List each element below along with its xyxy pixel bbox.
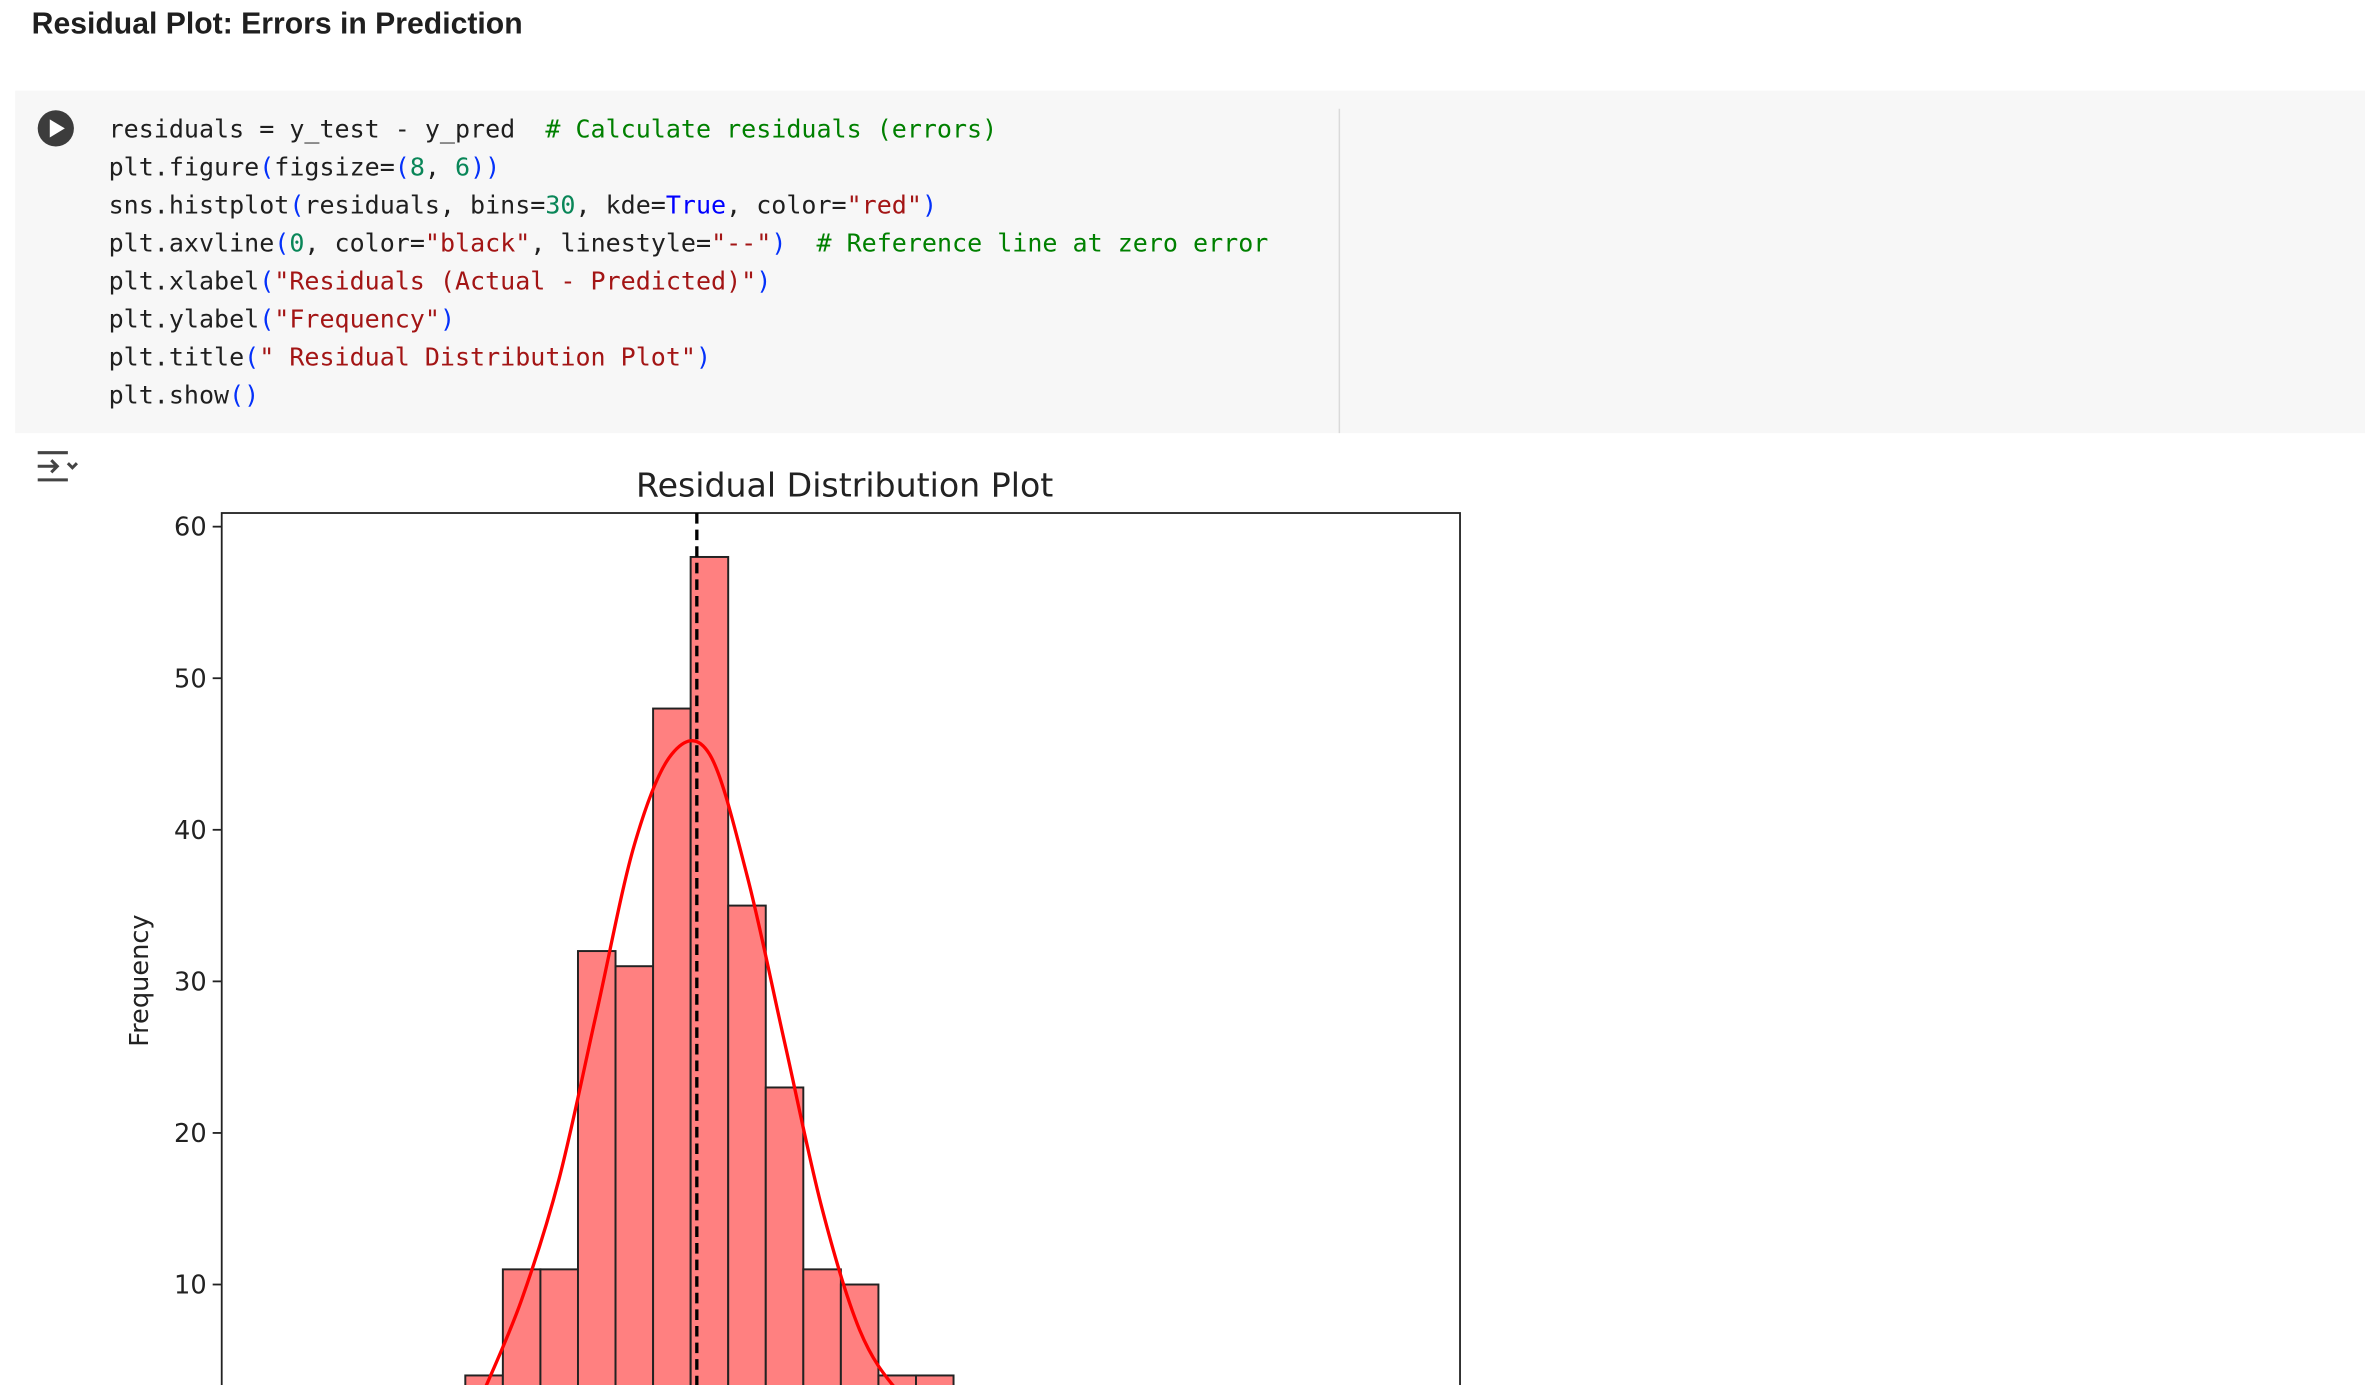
code-token: )) — [470, 152, 500, 181]
code-line: residuals = y_test - y_pred # Calculate … — [109, 114, 998, 143]
code-token: "Residuals (Actual - Predicted)" — [274, 266, 756, 295]
code-token: plt.show — [109, 381, 230, 410]
code-token: # Calculate residuals (errors) — [545, 114, 997, 143]
code-token: figsize= — [274, 152, 394, 181]
code-token: ( — [259, 304, 274, 333]
y-axis-label: Frequency — [125, 914, 155, 1046]
code-token: ) — [756, 266, 771, 295]
code-token: plt.xlabel — [109, 266, 260, 295]
code-token: residuals = y_test - y_pred — [109, 114, 546, 143]
y-tick-label: 40 — [174, 816, 207, 846]
output-toggle[interactable] — [37, 451, 78, 482]
code-line: plt.axvline(0, color="black", linestyle=… — [109, 228, 1269, 257]
code-token: plt.figure — [109, 152, 260, 181]
bar — [614, 965, 655, 1385]
code-line: plt.ylabel("Frequency") — [109, 304, 455, 333]
code-token: , kde= — [576, 190, 666, 219]
code-token: ( — [289, 190, 304, 219]
y-tick-label: 10 — [174, 1271, 207, 1301]
code-token: 0 — [289, 228, 304, 257]
code-token: ) — [771, 228, 786, 257]
code-token: 8 — [410, 152, 425, 181]
code-lines: residuals = y_test - y_pred # Calculate … — [109, 114, 1269, 409]
code-line: sns.histplot(residuals, bins=30, kde=Tru… — [109, 190, 937, 219]
code-token: 6 — [455, 152, 470, 181]
code-token: ) — [440, 304, 455, 333]
code-token: () — [229, 381, 259, 410]
y-tick-label: 30 — [174, 967, 207, 997]
code-token: True — [666, 190, 726, 219]
code-token: # Reference line at zero error — [786, 228, 1268, 257]
bar — [764, 1086, 805, 1385]
code-line: plt.xlabel("Residuals (Actual - Predicte… — [109, 266, 772, 295]
code-token: residuals, bins= — [304, 190, 545, 219]
y-tick-label: 60 — [174, 513, 207, 543]
bar — [464, 1374, 504, 1385]
code-token: 30 — [545, 190, 575, 219]
code-token: plt.ylabel — [109, 304, 260, 333]
code-token: ) — [696, 343, 711, 372]
code-token: ( — [244, 343, 259, 372]
chart-title: Residual Distribution Plot — [636, 465, 1053, 504]
code-token: plt.axvline — [109, 228, 275, 257]
bar — [802, 1268, 842, 1385]
section-title: Residual Plot: Errors in Prediction — [32, 7, 523, 40]
bar — [652, 707, 692, 1385]
code-token: , color= — [726, 190, 847, 219]
code-token: ( — [259, 266, 274, 295]
code-token: , color= — [304, 228, 425, 257]
code-cell — [15, 90, 2365, 434]
plot-area — [220, 512, 1461, 1385]
code-token: " Residual Distribution Plot" — [259, 343, 696, 372]
code-line: plt.show() — [109, 381, 260, 410]
run-button[interactable] — [37, 110, 74, 147]
code-line: plt.title(" Residual Distribution Plot") — [109, 343, 711, 372]
code-token: "red" — [847, 190, 922, 219]
code-token: , — [425, 152, 455, 181]
bar — [501, 1268, 542, 1385]
code-line: plt.figure(figsize=(8, 6)) — [109, 152, 501, 181]
code-token: "black" — [425, 228, 530, 257]
code-token: ( — [395, 152, 410, 181]
y-tick-label: 50 — [174, 664, 207, 694]
code-token: "Frequency" — [274, 304, 440, 333]
code-token: ) — [922, 190, 937, 219]
bar — [915, 1374, 955, 1385]
y-tick-label: 20 — [174, 1119, 207, 1149]
chart: Residual Distribution Plot Frequency 10 2… — [125, 465, 1461, 1385]
code-token: ( — [274, 228, 289, 257]
bar — [727, 904, 767, 1385]
code-token: "--" — [711, 228, 771, 257]
code-token: plt.title — [109, 343, 245, 372]
bar — [877, 1374, 917, 1385]
code-token: sns.histplot — [109, 190, 290, 219]
bar — [839, 1283, 880, 1385]
code-token: , linestyle= — [530, 228, 711, 257]
kde-curve — [484, 739, 895, 1385]
code-token: ( — [259, 152, 274, 181]
bar — [539, 1268, 579, 1385]
